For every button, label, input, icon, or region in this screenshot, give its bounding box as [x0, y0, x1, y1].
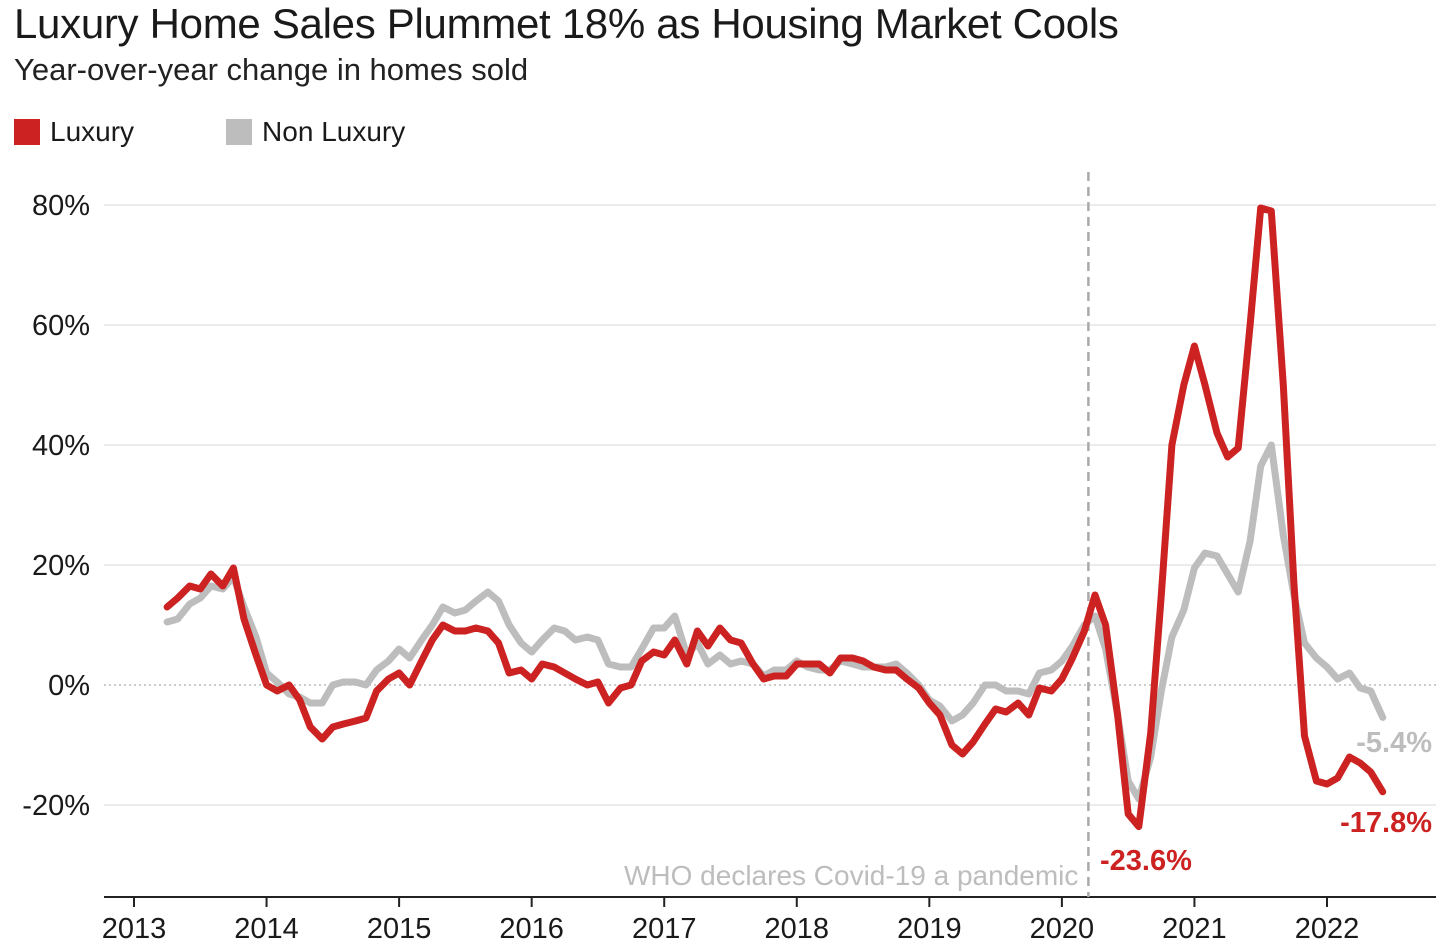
x-tick-label: 2021 [1162, 913, 1227, 945]
y-tick-label: 40% [32, 430, 90, 462]
x-tick-label: 2016 [499, 913, 564, 945]
y-tick-label: -20% [22, 790, 90, 822]
y-tick-label: 60% [32, 310, 90, 342]
series-line-non-luxury [163, 441, 1387, 803]
legend-item-non-luxury: Non Luxury [226, 116, 405, 148]
x-tick-label: 2022 [1295, 913, 1360, 945]
end-label-non-luxury: -5.4% [1356, 727, 1432, 759]
end-label-luxury: -17.8% [1340, 807, 1432, 839]
pandemic-annotation: WHO declares Covid-19 a pandemic [624, 860, 1078, 891]
legend-swatch-luxury [14, 119, 40, 145]
x-tick-label: 2017 [632, 913, 697, 945]
x-tick-label: 2020 [1030, 913, 1095, 945]
legend-item-luxury: Luxury [14, 116, 134, 148]
legend: Luxury Non Luxury [14, 112, 497, 152]
chart-subtitle: Year-over-year change in homes sold [14, 52, 529, 87]
y-tick-label: 20% [32, 550, 90, 582]
legend-swatch-non-luxury [226, 119, 253, 145]
series-line-luxury [163, 204, 1387, 831]
x-tick-label: 2014 [234, 913, 299, 945]
x-tick-label: 2018 [765, 913, 830, 945]
y-tick-label: 0% [48, 670, 90, 702]
chart-title: Luxury Home Sales Plummet 18% as Housing… [14, 0, 1119, 47]
legend-label-non-luxury: Non Luxury [262, 116, 406, 147]
trough-label-luxury: -23.6% [1100, 845, 1192, 877]
x-tick-label: 2015 [367, 913, 432, 945]
x-tick-label: 2019 [897, 913, 962, 945]
y-tick-label: 80% [32, 190, 90, 222]
legend-label-luxury: Luxury [50, 116, 135, 147]
x-tick-label: 2013 [102, 913, 167, 945]
